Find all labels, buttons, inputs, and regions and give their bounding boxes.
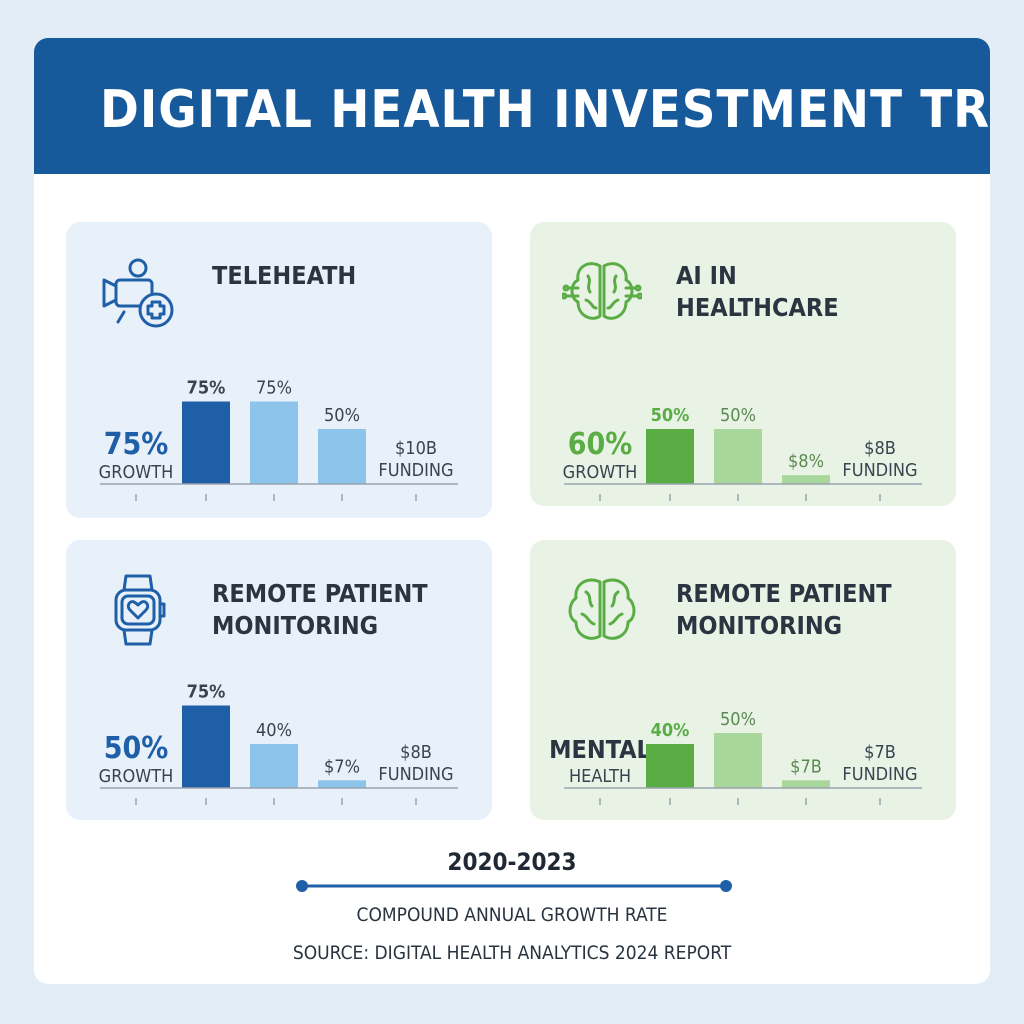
bar-2 xyxy=(714,733,762,788)
headline-label: HEALTH xyxy=(569,766,631,787)
funding-label: FUNDING xyxy=(378,764,453,785)
bar-value-label: 50% xyxy=(720,709,756,730)
bar-value-label: 40% xyxy=(651,720,690,741)
bar-value-label: $7% xyxy=(324,756,360,777)
bar-value-label: 75% xyxy=(187,378,226,399)
headline-value: 50% xyxy=(104,731,169,766)
brain-icon xyxy=(568,578,636,640)
source-note: SOURCE: DIGITAL HEALTH ANALYTICS 2024 RE… xyxy=(292,942,732,964)
bar-value-label: $7B xyxy=(790,756,822,777)
panel-remote-patient-monitoring: REMOTE PATIENT MONITORING 50% GROWTH 75% 40… xyxy=(66,540,492,820)
headline-value: MENTAL xyxy=(549,735,651,764)
timeline-line xyxy=(296,880,732,892)
bar-value-label: 50% xyxy=(720,405,756,426)
funding-label: FUNDING xyxy=(842,764,917,785)
funding-value: $8B xyxy=(400,742,432,763)
headline-value: 75% xyxy=(104,427,169,462)
bar-2 xyxy=(714,429,762,484)
headline-value: 60% xyxy=(568,427,633,462)
cagr-caption: COMPOUND ANNUAL GROWTH RATE xyxy=(356,904,668,926)
headline-label: GROWTH xyxy=(99,462,174,483)
footer: 2020-2023 COMPOUND ANNUAL GROWTH RATE SO… xyxy=(34,844,990,984)
panel-title: AI IN HEALTHCARE xyxy=(676,261,839,322)
page-title: DIGITAL HEALTH INVESTMENT TRENDS xyxy=(100,80,990,140)
funding-value: $10B xyxy=(395,438,437,459)
panel-teleheath: TELEHEATH 75% GROWTH 75% 75% 50% $10B FUNDING xyxy=(66,222,492,518)
bar-value-label: 75% xyxy=(256,378,292,399)
panel-title: REMOTE PATIENT MONITORING xyxy=(676,579,892,640)
panel-ai-in-healthcare: AI IN HEALTHCARE 60% GROWTH 50% 50% $8% $8B FU… xyxy=(530,222,956,506)
bar-2 xyxy=(250,744,298,788)
bar-value-label: 75% xyxy=(187,682,226,703)
funding-label: FUNDING xyxy=(842,460,917,481)
timeline-start-dot xyxy=(296,880,308,892)
period-label: 2020-2023 xyxy=(447,848,577,876)
bar-value-label: $8% xyxy=(788,451,824,472)
headline-label: GROWTH xyxy=(563,462,638,483)
infographic-card: DIGITAL HEALTH INVESTMENT TRENDS TELEHEA… xyxy=(34,38,990,984)
funding-value: $8B xyxy=(864,438,896,459)
panel-mental-health: REMOTE PATIENT MONITORING MENTAL HEALTH 40… xyxy=(530,540,956,820)
bar-1 xyxy=(182,705,230,788)
headline-label: GROWTH xyxy=(99,766,174,787)
bar-1 xyxy=(646,744,694,788)
bar-value-label: 50% xyxy=(324,405,360,426)
bar-1 xyxy=(646,429,694,484)
video-camera-medical-icon xyxy=(102,258,174,328)
bar-3 xyxy=(318,429,366,484)
bar-value-label: 50% xyxy=(651,405,690,426)
panel-title: TELEHEATH xyxy=(212,261,357,290)
panel-title: REMOTE PATIENT MONITORING xyxy=(212,579,428,640)
header-banner: DIGITAL HEALTH INVESTMENT TRENDS xyxy=(34,38,990,174)
timeline-end-dot xyxy=(720,880,732,892)
smartwatch-heart-icon xyxy=(114,574,166,646)
circuit-brain-icon xyxy=(562,262,642,320)
funding-label: FUNDING xyxy=(378,460,453,481)
bar-2 xyxy=(250,401,298,484)
bar-3 xyxy=(782,475,830,484)
bar-1 xyxy=(182,401,230,484)
bar-value-label: 40% xyxy=(256,720,292,741)
bar-3 xyxy=(318,780,366,788)
funding-value: $7B xyxy=(864,742,896,763)
bar-3 xyxy=(782,780,830,788)
